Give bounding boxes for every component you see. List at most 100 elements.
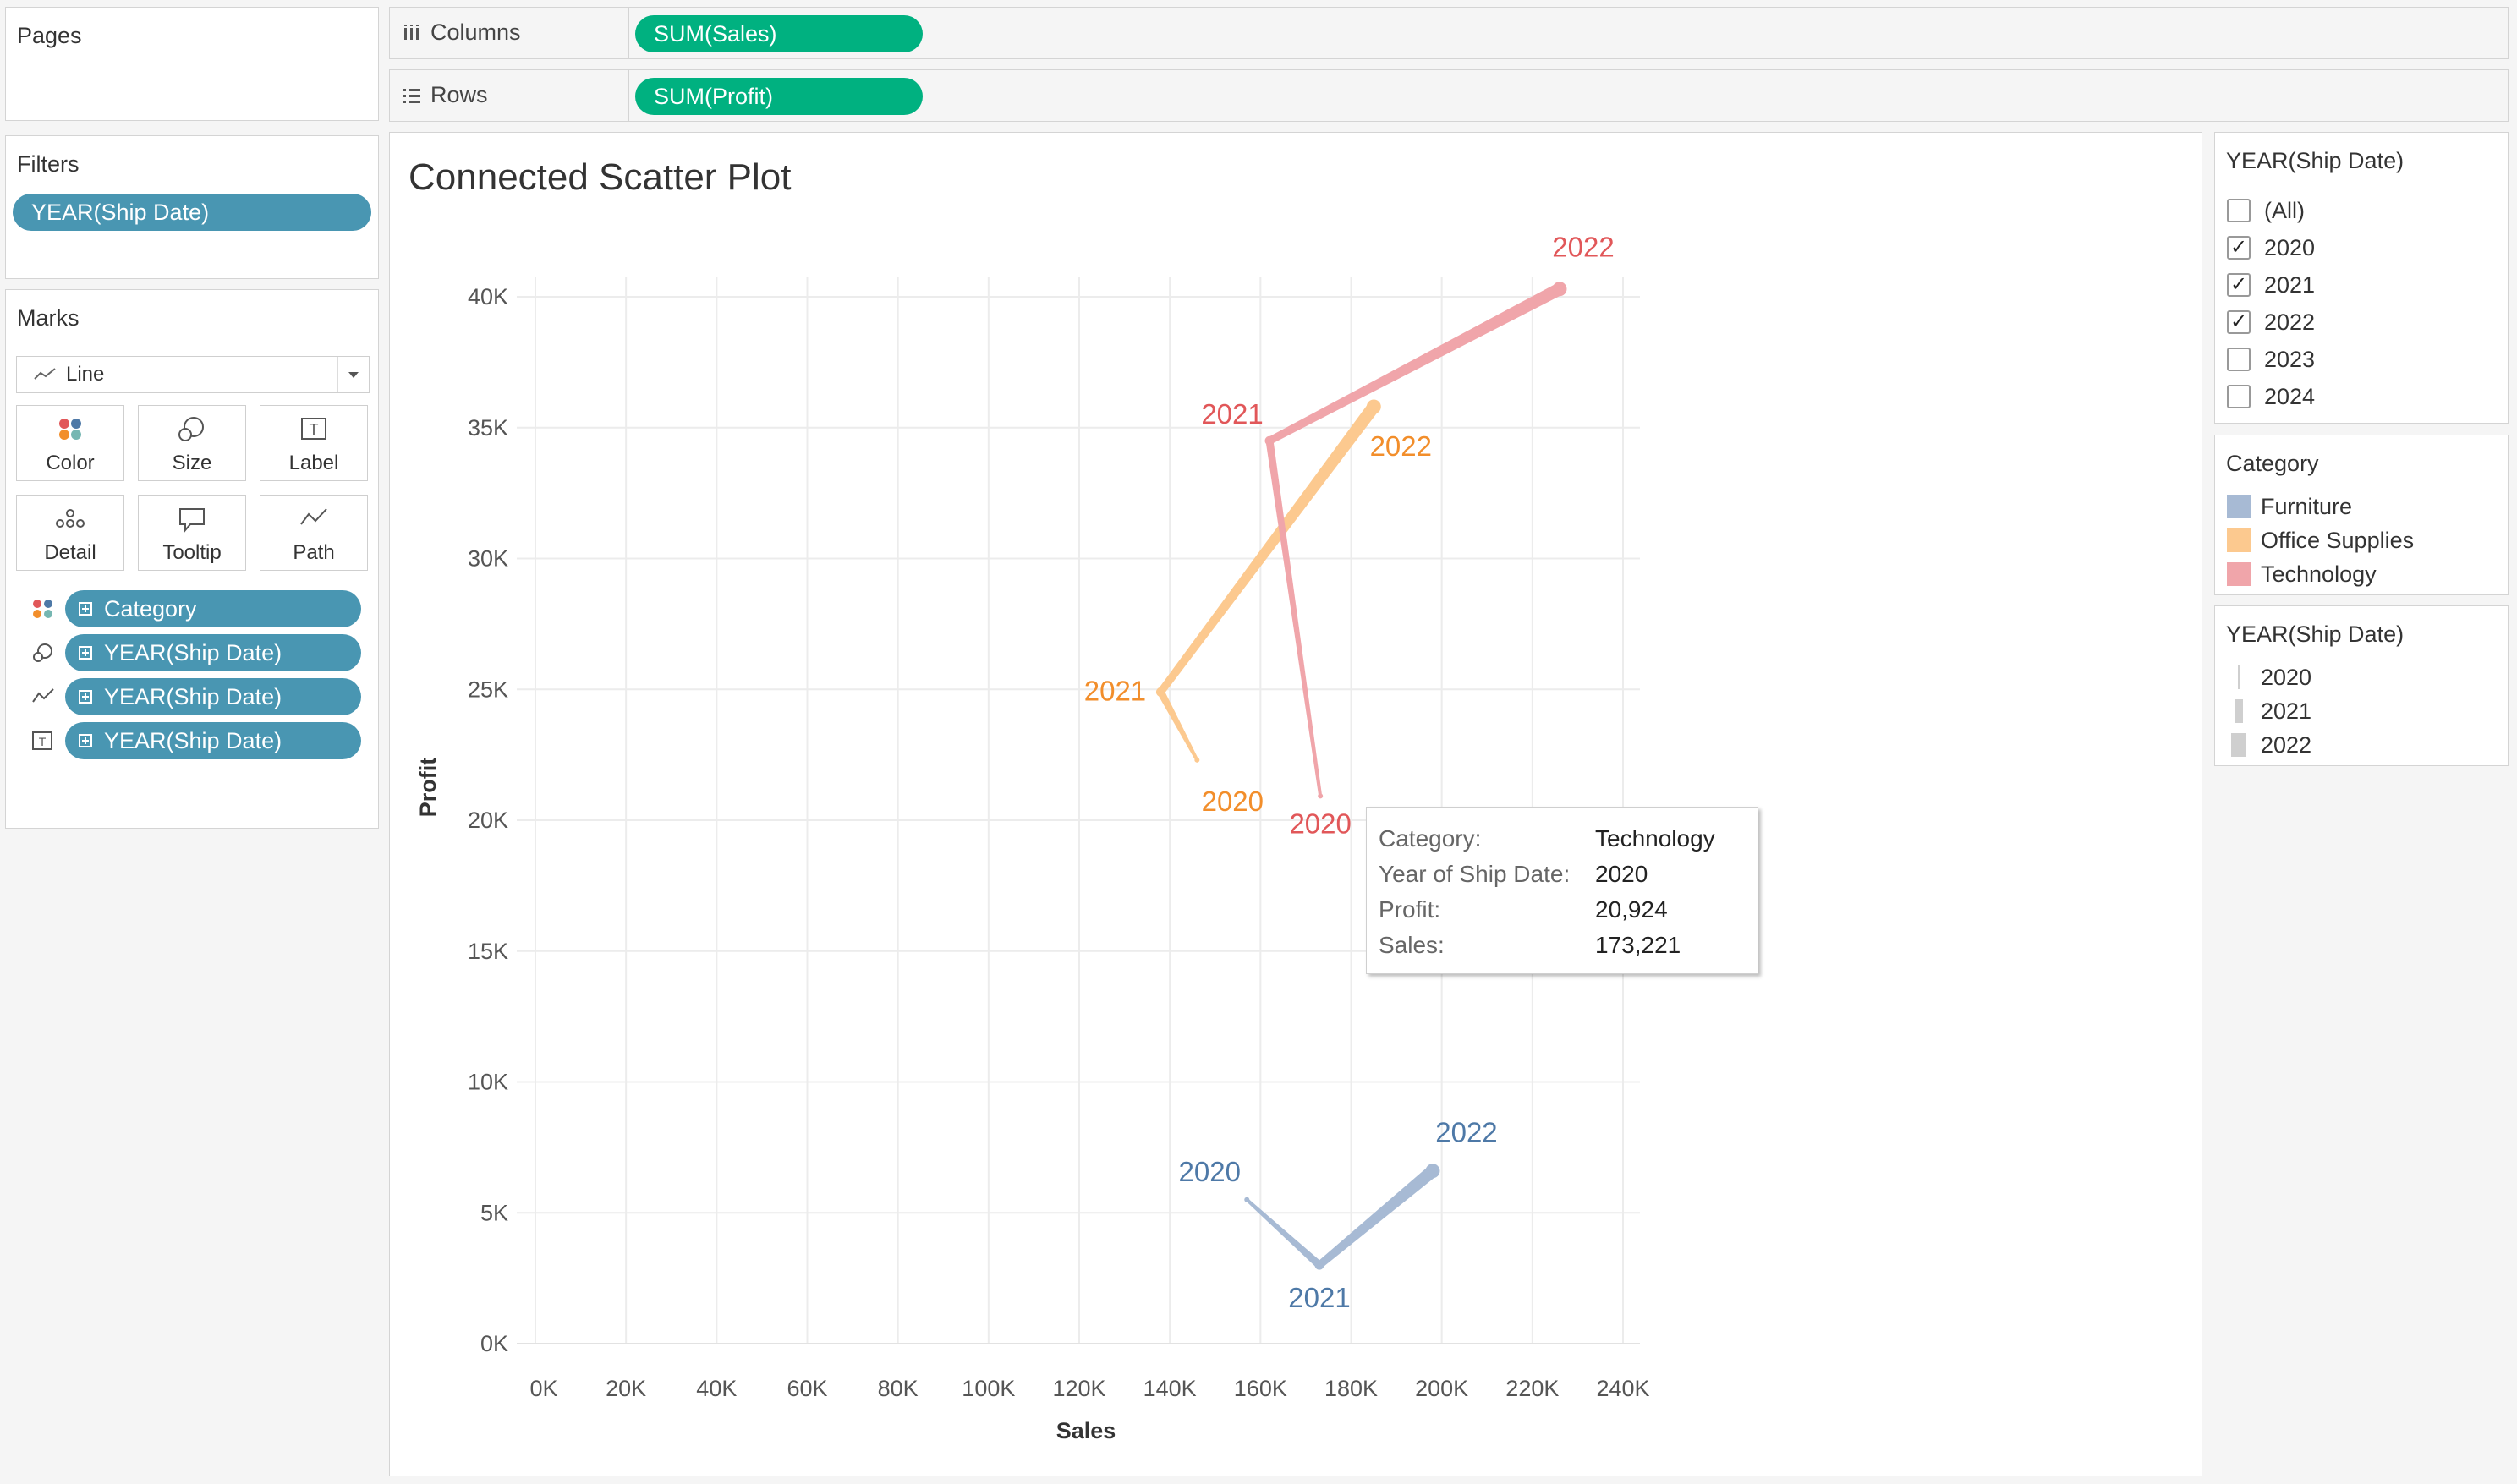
size-swatch [2227, 699, 2251, 723]
tooltip-row-sales: Sales: 173,221 [1379, 928, 1746, 963]
data-point [1552, 282, 1567, 297]
color-icon [33, 600, 52, 618]
rows-icon [403, 88, 420, 103]
x-tick-label: 60K [787, 1376, 827, 1401]
filter-option-label: 2023 [2264, 346, 2316, 372]
data-point [1318, 793, 1324, 799]
filter-option-2023[interactable]: 2023 [2227, 344, 2315, 375]
chart-view: Connected Scatter Plot 0K 20K 40K 60K 80K 100… [389, 132, 2202, 1476]
y-tick-label: 0K [480, 1331, 508, 1356]
size-button-label: Size [172, 452, 212, 474]
data-point [1366, 399, 1381, 414]
label-icon: T [301, 418, 326, 440]
svg-text:T: T [39, 735, 47, 748]
size-button[interactable]: Size [138, 405, 246, 481]
marks-title: Marks [17, 305, 80, 331]
y-axis-title: Profit [415, 758, 441, 818]
size-icon [33, 643, 52, 662]
filter-option-all[interactable]: (All) [2227, 195, 2305, 226]
category-pill[interactable]: Category [65, 590, 361, 627]
x-tick-label: 40K [696, 1376, 737, 1401]
mark-type-dropdown[interactable]: Line [16, 356, 370, 393]
category-pill-label: Category [104, 595, 197, 622]
filter-option-label: 2024 [2264, 383, 2316, 409]
y-tick-label: 5K [480, 1200, 508, 1225]
category-legend-title: Category [2226, 451, 2319, 476]
filter-option-2020[interactable]: ✓ 2020 [2227, 233, 2315, 263]
path-icon [32, 688, 54, 703]
year-size-pill-label: YEAR(Ship Date) [104, 639, 282, 665]
path-segment [1317, 1165, 1437, 1268]
path-button-label: Path [293, 541, 335, 564]
path-segment [1157, 402, 1379, 695]
size-swatch [2227, 665, 2251, 689]
year-path-pill[interactable]: YEAR(Ship Date) [65, 678, 361, 715]
line-mark-icon [34, 368, 56, 380]
checkbox[interactable]: ✓ [2227, 273, 2251, 297]
y-tick-label: 35K [468, 415, 508, 441]
size-icon [178, 417, 204, 441]
label-icon: T [32, 731, 52, 750]
color-icon [59, 419, 81, 440]
filter-option-label: 2021 [2264, 271, 2316, 298]
point-label: 2021 [1201, 398, 1263, 430]
point-label: 2022 [1370, 430, 1432, 462]
checkbox[interactable] [2227, 199, 2251, 222]
year-filter-title: YEAR(Ship Date) [2226, 148, 2405, 173]
label-button[interactable]: T Label [260, 405, 368, 481]
tooltip-value: 2020 [1595, 861, 1648, 887]
filter-option-label: 2022 [2264, 309, 2316, 335]
detail-icon [56, 509, 85, 528]
sum-profit-pill[interactable]: SUM(Profit) [635, 78, 923, 115]
connected-scatter-chart: Connected Scatter Plot 0K 20K 40K 60K 80K 100… [409, 156, 1650, 1443]
legend-item-technology[interactable]: Technology [2227, 559, 2377, 589]
tooltip-key: Profit: [1379, 896, 1441, 923]
detail-button[interactable]: Detail [16, 495, 124, 571]
checkbox[interactable] [2227, 348, 2251, 371]
expand-icon [79, 734, 92, 747]
tooltip-button[interactable]: Tooltip [138, 495, 246, 571]
mark-type-label: Line [66, 363, 105, 386]
color-button[interactable]: Color [16, 405, 124, 481]
filters-panel: Filters YEAR(Ship Date) [5, 135, 379, 279]
x-tick-label: 120K [1052, 1376, 1105, 1401]
x-tick-label: 20K [606, 1376, 646, 1401]
columns-shelf[interactable]: Columns SUM(Sales) [389, 7, 2509, 59]
year-label-pill[interactable]: YEAR(Ship Date) [65, 722, 361, 759]
size-legend-item-2021[interactable]: 2021 [2227, 696, 2311, 726]
checkbox[interactable] [2227, 385, 2251, 408]
y-tick-label: 25K [468, 676, 508, 702]
filter-option-2024[interactable]: 2024 [2227, 381, 2315, 412]
size-legend-label: 2021 [2261, 698, 2312, 724]
legend-label: Technology [2261, 561, 2377, 587]
rows-label-text: Rows [430, 82, 488, 107]
filter-pill-year[interactable]: YEAR(Ship Date) [13, 194, 371, 231]
rows-shelf[interactable]: Rows SUM(Profit) [389, 69, 2509, 122]
path-segment [1267, 283, 1563, 445]
point-label: 2021 [1288, 1282, 1350, 1313]
svg-text:T: T [310, 421, 319, 438]
y-tick-label: 15K [468, 939, 508, 964]
x-tick-label: 100K [962, 1376, 1015, 1401]
path-segment [1245, 1198, 1323, 1268]
checkbox[interactable]: ✓ [2227, 236, 2251, 260]
legend-label: Office Supplies [2261, 527, 2415, 553]
filter-option-2021[interactable]: ✓ 2021 [2227, 270, 2315, 300]
pages-panel: Pages [5, 7, 379, 121]
legend-item-office-supplies[interactable]: Office Supplies [2227, 525, 2414, 556]
sum-sales-pill[interactable]: SUM(Sales) [635, 15, 923, 52]
detail-button-label: Detail [44, 541, 96, 564]
year-label-pill-label: YEAR(Ship Date) [104, 727, 282, 753]
expand-icon [79, 690, 92, 704]
size-legend-item-2020[interactable]: 2020 [2227, 662, 2311, 693]
filter-option-2022[interactable]: ✓ 2022 [2227, 307, 2315, 337]
year-path-pill-label: YEAR(Ship Date) [104, 683, 282, 709]
legend-item-furniture[interactable]: Furniture [2227, 491, 2352, 522]
checkbox[interactable]: ✓ [2227, 310, 2251, 334]
columns-shelf-label: Columns [402, 19, 521, 46]
tooltip-key: Sales: [1379, 932, 1445, 958]
expand-icon [79, 646, 92, 660]
year-size-pill[interactable]: YEAR(Ship Date) [65, 634, 361, 671]
size-legend-item-2022[interactable]: 2022 [2227, 730, 2311, 760]
path-button[interactable]: Path [260, 495, 368, 571]
